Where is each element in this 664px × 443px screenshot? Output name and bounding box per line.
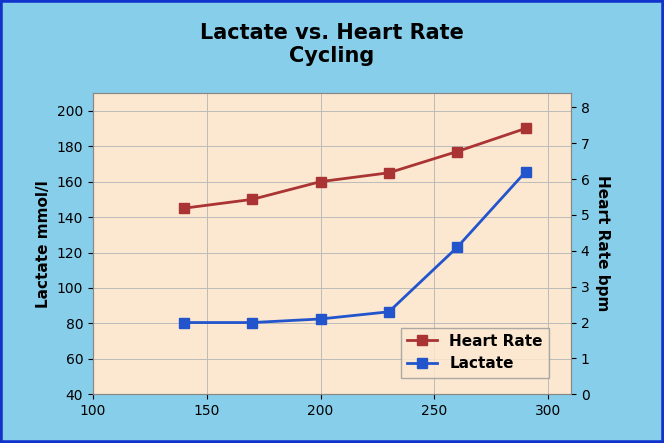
Text: Lactate vs. Heart Rate
Cycling: Lactate vs. Heart Rate Cycling bbox=[200, 23, 464, 66]
Legend: Heart Rate, Lactate: Heart Rate, Lactate bbox=[400, 328, 549, 377]
Heart Rate bbox=[385, 170, 393, 175]
Lactate bbox=[385, 309, 393, 315]
Line: Lactate: Lactate bbox=[179, 167, 531, 327]
Lactate bbox=[454, 245, 461, 250]
Y-axis label: Lactate mmol/l: Lactate mmol/l bbox=[36, 180, 51, 307]
Lactate bbox=[180, 320, 188, 325]
Lactate bbox=[521, 169, 529, 175]
Lactate bbox=[248, 320, 256, 325]
Heart Rate bbox=[317, 179, 325, 184]
Heart Rate bbox=[521, 126, 529, 131]
Lactate bbox=[317, 316, 325, 322]
Heart Rate bbox=[454, 149, 461, 154]
Heart Rate bbox=[180, 206, 188, 211]
Heart Rate bbox=[248, 197, 256, 202]
Line: Heart Rate: Heart Rate bbox=[179, 124, 531, 213]
Y-axis label: Heart Rate bpm: Heart Rate bpm bbox=[596, 175, 610, 312]
